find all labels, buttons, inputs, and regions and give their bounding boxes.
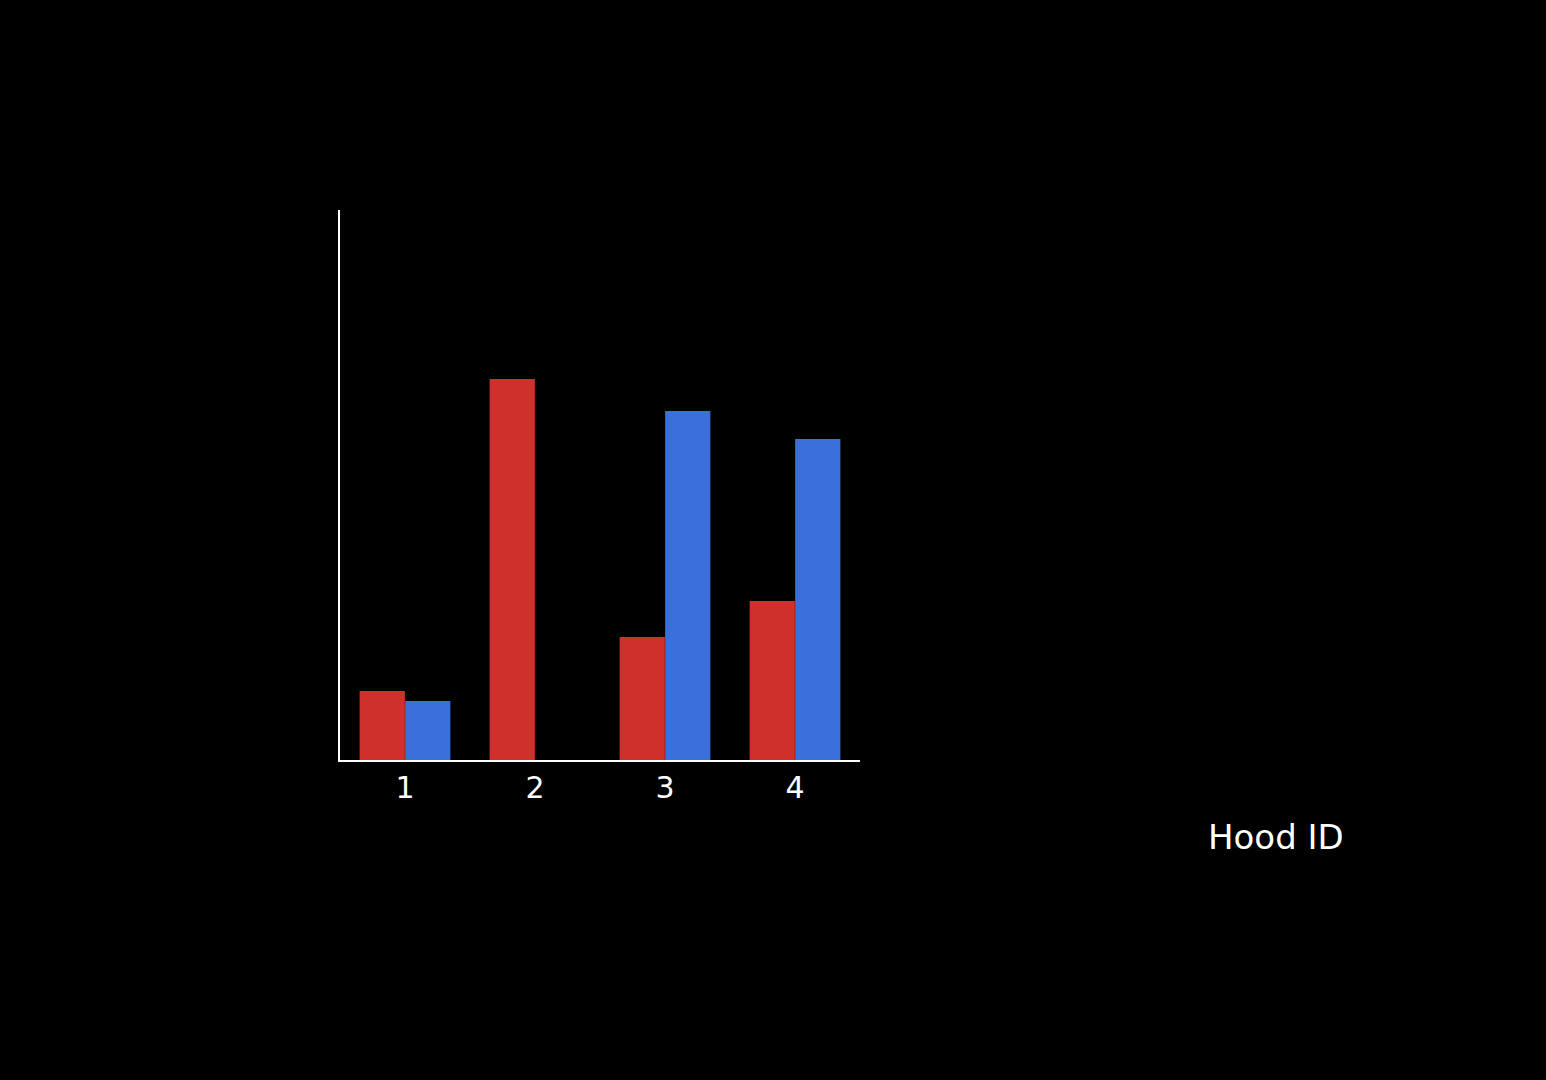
svg-text:4: 4: [785, 770, 804, 805]
svg-text:2: 2: [525, 770, 544, 805]
svg-text:3: 3: [655, 770, 674, 805]
svg-text:1: 1: [395, 770, 414, 805]
svg-text:Hood ID: Hood ID: [1208, 817, 1344, 857]
